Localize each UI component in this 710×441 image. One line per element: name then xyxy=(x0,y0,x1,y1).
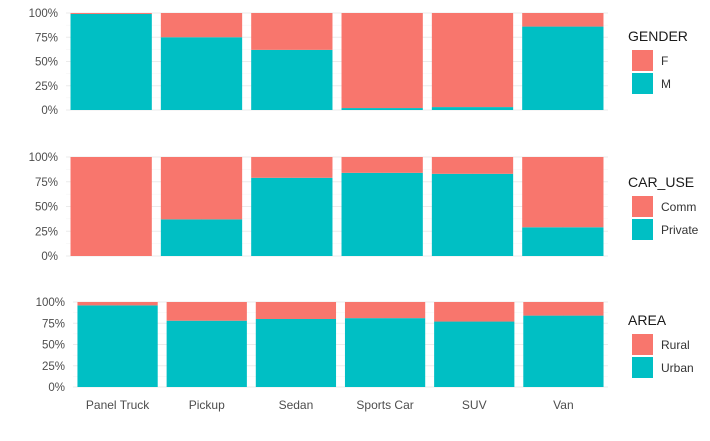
legend-label-f: F xyxy=(661,54,668,68)
legend-label-urban: Urban xyxy=(661,361,694,375)
y-tick-label: 100% xyxy=(29,8,58,20)
y-tick-label: 0% xyxy=(48,382,65,394)
bar-suv-private xyxy=(431,173,514,256)
x-tick-label: Van xyxy=(553,398,573,412)
y-tick-label: 75% xyxy=(35,177,58,189)
panel-car-use: 0% 25% 50% 75% 100% CAR_USE Comm Private xyxy=(29,152,699,263)
bar-panel-truck-m xyxy=(70,13,152,110)
bar-sports-car-comm xyxy=(341,157,423,173)
bar-suv-urban xyxy=(434,321,515,387)
y-tick-label: 100% xyxy=(29,152,58,164)
x-tick-label: Sports Car xyxy=(356,398,413,412)
legend-title: CAR_USE xyxy=(628,174,694,190)
legend-label-comm: Comm xyxy=(661,200,696,214)
bar-pickup-f xyxy=(160,13,243,38)
y-tick-label: 100% xyxy=(36,297,65,309)
legend-label-m: M xyxy=(661,77,671,91)
bar-sedan-rural xyxy=(255,302,337,319)
bar-van-f xyxy=(522,13,604,27)
panel-gender: 0% 25% 50% 75% 100% GENDER FM xyxy=(29,8,688,117)
y-tick-label: 75% xyxy=(35,32,58,44)
x-tick-label: Panel Truck xyxy=(86,398,150,412)
y-tick-label: 25% xyxy=(35,81,58,93)
legend-title: GENDER xyxy=(628,28,688,44)
bar-sports-car-private xyxy=(341,172,423,256)
bar-panel-truck-f xyxy=(70,13,152,14)
y-tick-label: 50% xyxy=(42,340,65,352)
bar-sports-car-m xyxy=(341,108,423,110)
bar-pickup-comm xyxy=(160,157,243,220)
bar-sedan-m xyxy=(251,49,333,110)
bar-suv-f xyxy=(431,13,514,108)
y-tick-label: 50% xyxy=(35,202,58,214)
legend-key-f xyxy=(632,50,653,71)
legend-key-private xyxy=(632,219,653,240)
x-tick-label: SUV xyxy=(462,398,487,412)
bar-panel-truck-urban xyxy=(77,305,158,387)
bar-van-urban xyxy=(523,315,604,387)
legend-key-urban xyxy=(632,357,653,378)
panel-area: 0% 25% 50% 75% 100% Panel Truck Pickup Sedan Spo… xyxy=(36,297,694,412)
bar-sedan-private xyxy=(251,177,333,256)
x-tick-label: Pickup xyxy=(189,398,225,412)
y-tick-label: 25% xyxy=(42,361,65,373)
bar-pickup-private xyxy=(160,219,243,256)
bar-suv-comm xyxy=(431,157,514,174)
legend-key-m xyxy=(632,73,653,94)
legend-key-comm xyxy=(632,196,653,217)
y-tick-label: 0% xyxy=(41,105,58,117)
bar-panel-truck-comm xyxy=(70,157,152,256)
bar-van-comm xyxy=(522,157,604,228)
bar-panel-truck-rural xyxy=(77,302,158,306)
legend-title: AREA xyxy=(628,312,667,328)
bar-pickup-urban xyxy=(166,320,247,387)
bar-sedan-f xyxy=(251,13,333,50)
bar-pickup-rural xyxy=(166,302,247,321)
bar-sedan-urban xyxy=(255,319,337,387)
bar-van-rural xyxy=(523,302,604,316)
bar-sports-car-urban xyxy=(344,318,426,387)
bar-van-private xyxy=(522,227,604,256)
x-tick-label: Sedan xyxy=(279,398,314,412)
bar-sedan-comm xyxy=(251,157,333,178)
legend-label-rural: Rural xyxy=(661,338,690,352)
legend-key-rural xyxy=(632,334,653,355)
bar-suv-m xyxy=(431,107,514,110)
y-tick-label: 0% xyxy=(41,251,58,263)
bar-pickup-m xyxy=(160,37,243,110)
y-tick-label: 25% xyxy=(35,226,58,238)
bar-suv-rural xyxy=(434,302,515,322)
bar-van-m xyxy=(522,26,604,110)
y-tick-label: 50% xyxy=(35,57,58,69)
legend-label-private: Private xyxy=(661,223,699,237)
bar-sports-car-f xyxy=(341,13,423,109)
y-tick-label: 75% xyxy=(42,318,65,330)
bar-sports-car-rural xyxy=(344,302,426,319)
